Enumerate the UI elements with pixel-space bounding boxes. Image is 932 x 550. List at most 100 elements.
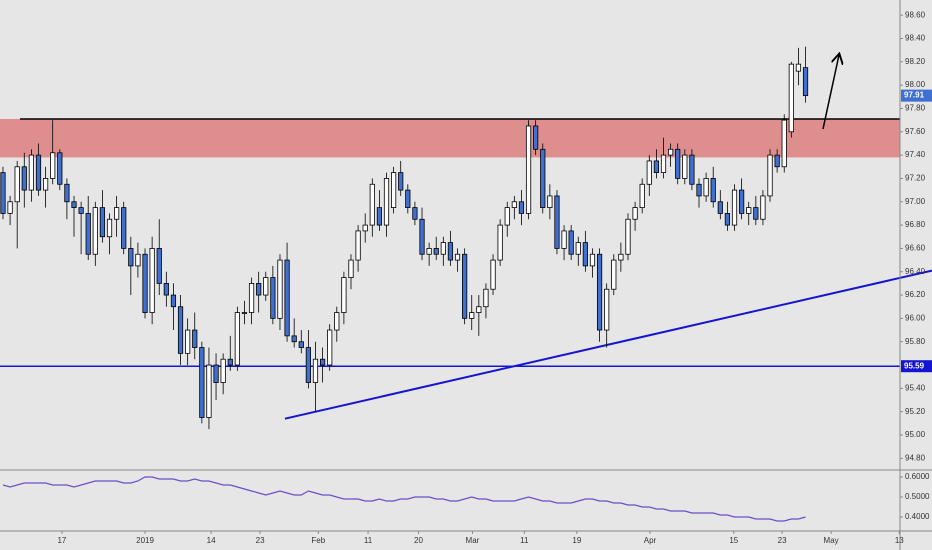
candle-body [42, 178, 49, 191]
price-tag [901, 89, 932, 102]
candle-body [632, 207, 638, 220]
candle-body [795, 63, 802, 72]
candle-body [383, 178, 390, 226]
candle-body [319, 358, 326, 366]
candle-body [440, 242, 446, 255]
candle-body [604, 288, 610, 331]
candle-body [185, 329, 191, 354]
x-tick-label: Feb [311, 536, 325, 545]
candle-body [0, 172, 6, 214]
candle-body [305, 347, 311, 383]
candle-body [121, 207, 127, 249]
candle-body [760, 195, 766, 220]
candle-body [149, 248, 155, 313]
candle-body [724, 213, 731, 226]
candle-body [85, 213, 91, 255]
candle-body [625, 218, 631, 255]
candle-body [21, 166, 27, 191]
candle-body [739, 189, 745, 214]
candle-body [547, 195, 553, 208]
candle-body [28, 154, 34, 191]
candle-body [582, 242, 588, 267]
candle-body [241, 312, 248, 314]
candle-body [99, 207, 106, 238]
candle-body [405, 189, 411, 208]
indicator-tick-label: 0.5000 [905, 492, 930, 501]
candle-body [213, 364, 219, 383]
candle-body [71, 201, 77, 208]
candle-body [675, 148, 681, 179]
candle-body [419, 218, 425, 255]
price-pane [0, 46, 932, 430]
y-tick-label: 95.80 [905, 337, 926, 346]
candle-body [391, 172, 397, 208]
candle-body [731, 189, 738, 226]
candle-body [263, 277, 269, 296]
candle-body [476, 306, 482, 313]
candle-body [284, 259, 290, 337]
x-tick-label: 14 [207, 536, 216, 545]
candle-body [398, 172, 404, 191]
candle-body [135, 253, 141, 267]
candle-body [447, 242, 454, 261]
candle-body [412, 207, 418, 220]
candle-body [256, 282, 262, 296]
candle-body [568, 230, 574, 255]
candle-body [696, 183, 702, 197]
candle-body [341, 277, 347, 313]
candle-body [767, 154, 773, 197]
candle-body [689, 154, 695, 185]
candle-body [376, 207, 383, 226]
candle-body [35, 154, 42, 191]
candle-body [703, 178, 709, 197]
candle-body [92, 207, 98, 255]
candle-body [78, 207, 84, 214]
x-tick-label: 2019 [136, 536, 154, 545]
candle-body [802, 67, 809, 97]
candle-body [788, 63, 794, 133]
resistance-zone [0, 118, 900, 158]
candle-body [525, 125, 532, 214]
candle-body [170, 294, 177, 308]
y-tick-label: 96.40 [905, 267, 926, 276]
candle-body [774, 154, 780, 168]
price-tag [901, 360, 932, 373]
y-tick-label: 97.80 [905, 104, 926, 113]
candle-body [334, 312, 340, 331]
candle-body [554, 195, 560, 249]
candle-body [14, 166, 20, 203]
candle-body [114, 207, 120, 220]
y-tick-label: 95.00 [905, 430, 926, 439]
candle-body [199, 347, 205, 418]
candle-body [50, 152, 56, 179]
candle-body [234, 312, 240, 366]
candle-body [163, 282, 169, 296]
candle-body [717, 201, 723, 214]
candle-body [277, 259, 283, 319]
x-tick-label: 11 [520, 536, 529, 545]
indicator-tick-label: 0.4000 [905, 512, 930, 521]
candle-body [327, 329, 333, 366]
candle-body [781, 119, 787, 168]
candle-body [433, 248, 439, 255]
candle-body [533, 125, 539, 150]
candle-body [646, 160, 652, 185]
x-tick-label: 20 [414, 536, 423, 545]
y-tick-label: 94.80 [905, 453, 926, 462]
x-tick-label: 13 [895, 536, 904, 545]
candle-body [596, 253, 603, 331]
y-tick-label: 96.20 [905, 290, 926, 299]
price-tag-label: 97.91 [904, 91, 925, 100]
y-tick-label: 97.20 [905, 174, 926, 183]
x-tick-label: 23 [256, 536, 265, 545]
x-tick-label: 23 [778, 536, 787, 545]
candle-body [369, 183, 375, 226]
x-tick-label: 15 [729, 536, 738, 545]
y-tick-label: 98.40 [905, 34, 926, 43]
candle-body [106, 218, 113, 238]
candle-body [575, 242, 581, 255]
candle-body [128, 248, 134, 267]
candle-body [426, 248, 432, 255]
x-tick-label: Mar [466, 536, 480, 545]
candle-body [248, 282, 255, 313]
